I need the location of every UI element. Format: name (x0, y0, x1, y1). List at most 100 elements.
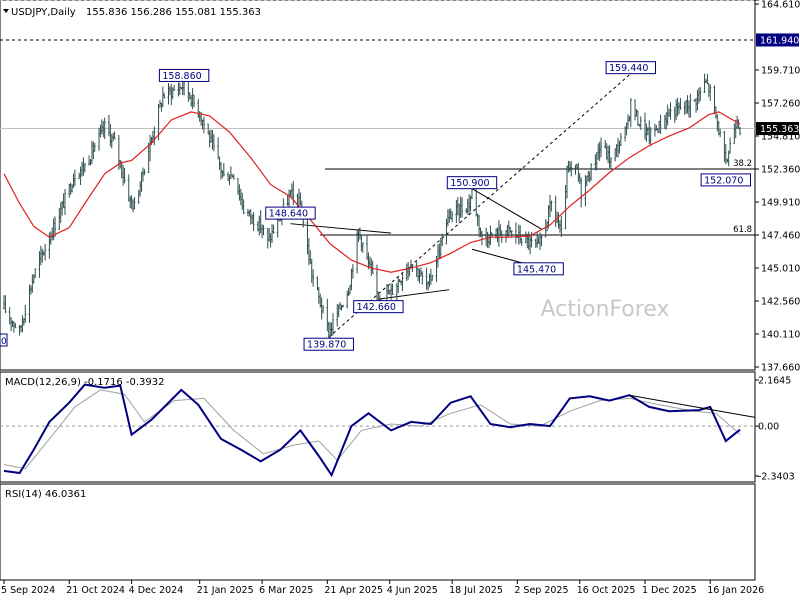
candle (292, 180, 295, 205)
candle (441, 233, 444, 247)
candle (143, 168, 146, 176)
candle (163, 92, 166, 99)
price-annotation: 145.470 (513, 262, 564, 276)
candle (669, 102, 672, 120)
watermark: ActionForex (541, 297, 670, 322)
svg-text:142.660: 142.660 (357, 302, 396, 313)
macd-tick-label: -2.3403 (758, 472, 795, 483)
candle (490, 232, 493, 237)
price-level-tag-label: 161.940 (760, 35, 799, 46)
candle (550, 200, 553, 212)
rsi-tick-label: 50 (761, 0, 773, 3)
svg-text:145.470: 145.470 (517, 264, 556, 275)
candle (63, 189, 66, 215)
time-tick-label: 18 Jul 2025 (449, 585, 503, 596)
candle (461, 197, 464, 218)
rsi-title: RSI(14) 46.0361 (5, 489, 86, 500)
rsi-tick-label: 0 (761, 0, 767, 3)
candle (361, 242, 364, 253)
candle (431, 274, 434, 281)
candle (212, 134, 215, 152)
candle (560, 215, 563, 237)
candle (609, 157, 612, 169)
candle (262, 224, 265, 236)
price-tick-label: 157.260 (761, 99, 800, 110)
price-tick-label: 164.610 (761, 0, 800, 11)
candle (341, 304, 344, 308)
rsi-tick-label: 70 (761, 0, 773, 3)
candle (322, 305, 325, 314)
candle (113, 131, 116, 140)
price-annotation: 142.660 (353, 300, 404, 314)
candle (44, 243, 47, 261)
svg-text:148.640: 148.640 (269, 209, 308, 220)
macd-axis: 2.1645 0.00 -2.3403 (755, 376, 795, 483)
candle (480, 230, 483, 246)
candle (629, 98, 632, 128)
candle (232, 173, 235, 180)
collapse-arrow-icon[interactable] (3, 9, 9, 13)
candle (590, 163, 593, 181)
candle (619, 133, 622, 147)
price-tick-label: 152.360 (761, 165, 800, 176)
candle (580, 177, 583, 208)
time-tick-label: 2 Sep 2025 (514, 585, 568, 596)
rsi-tick-label: 100 (761, 0, 779, 3)
candle (371, 260, 374, 274)
price-tick-label: 145.010 (761, 264, 800, 275)
price-tick-label: 149.910 (761, 198, 800, 209)
price-level-tag (756, 33, 799, 47)
macd-tick-label: 2.1645 (758, 376, 791, 387)
macd-panel: MACD(12,26,9) -0.1716 -0.3932 (0, 371, 756, 483)
candle (659, 114, 662, 134)
price-annotation: 148.640 (265, 206, 316, 220)
rsi-panel: RSI(14) 46.0361 (0, 0, 756, 581)
price-axis: 164.610 159.710 157.260 154.810 152.360 149.9… (755, 0, 800, 374)
svg-text:158.860: 158.860 (162, 71, 201, 82)
trendline (378, 289, 450, 300)
time-tick-label: 16 Oct 2025 (577, 585, 636, 596)
current-price-label: 155.363 (760, 124, 799, 135)
candle (312, 269, 315, 287)
price-tick-label: 137.660 (761, 363, 800, 374)
candle (679, 97, 682, 110)
candle (123, 168, 126, 184)
candle (272, 224, 275, 234)
candle (242, 199, 245, 215)
price-trendlines (290, 73, 632, 338)
time-tick-label: 21 Jan 2025 (197, 585, 254, 596)
moving-average-line (3, 111, 741, 273)
time-tick-label: 21 Oct 2024 (66, 585, 125, 596)
rsi-axis: 1007050300 (755, 0, 779, 3)
candle (103, 117, 106, 139)
candle (639, 116, 642, 130)
candle (351, 264, 354, 279)
candle (451, 211, 454, 223)
candle (719, 128, 722, 138)
candle (689, 93, 692, 118)
candle (4, 295, 7, 314)
candle (153, 126, 156, 146)
price-tick-label: 142.560 (761, 297, 800, 308)
candle (24, 304, 27, 323)
candle (93, 142, 96, 152)
time-tick-label: 4 Jun 2025 (387, 585, 438, 596)
candle (222, 163, 225, 177)
price-tick-label: 154.810 (761, 132, 800, 143)
macd-trendlines (629, 394, 756, 418)
price-annotation: 158.860 (158, 68, 210, 82)
price-tick-label: 140.110 (761, 330, 800, 341)
candle (699, 87, 702, 102)
candle (193, 94, 196, 108)
svg-text:152.070: 152.070 (704, 175, 743, 186)
trendline (471, 188, 542, 230)
candle (252, 212, 255, 232)
candle (202, 116, 205, 134)
left-edge-label-box (0, 333, 8, 347)
current-price-tag (756, 122, 799, 136)
time-tick-label: 1 Dec 2025 (642, 585, 697, 596)
candle (600, 137, 603, 158)
candle (34, 268, 37, 279)
candle (540, 235, 543, 247)
svg-text:150.900: 150.900 (450, 178, 489, 189)
